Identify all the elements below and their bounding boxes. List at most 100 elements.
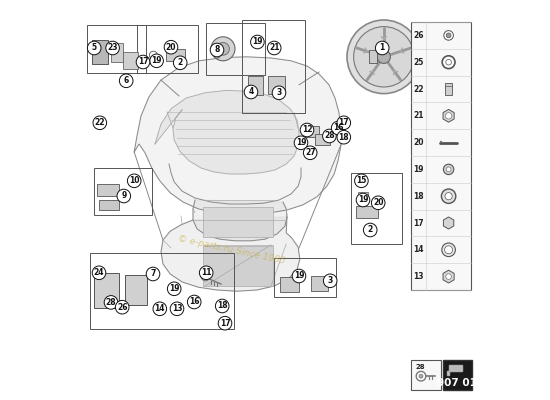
- Polygon shape: [134, 57, 341, 214]
- Bar: [446, 83, 452, 95]
- Circle shape: [446, 60, 452, 65]
- Polygon shape: [193, 200, 287, 241]
- Circle shape: [292, 269, 306, 283]
- Text: 22: 22: [95, 118, 105, 127]
- Text: 26: 26: [414, 31, 424, 40]
- Bar: [87, 25, 146, 73]
- Bar: [97, 184, 119, 196]
- Bar: [368, 50, 377, 63]
- Text: 12: 12: [302, 126, 312, 134]
- Text: 20: 20: [166, 43, 176, 52]
- Bar: [268, 76, 284, 94]
- Bar: [203, 246, 273, 286]
- Text: 9: 9: [121, 192, 126, 200]
- Circle shape: [377, 50, 390, 64]
- Text: 23: 23: [107, 44, 118, 52]
- Text: 28: 28: [324, 132, 335, 140]
- Circle shape: [93, 116, 107, 130]
- Circle shape: [217, 42, 229, 55]
- Text: 20: 20: [373, 198, 383, 207]
- Text: 15: 15: [356, 176, 367, 185]
- Text: 8: 8: [214, 46, 219, 54]
- Circle shape: [136, 55, 150, 69]
- Circle shape: [444, 246, 453, 254]
- Text: 14: 14: [155, 304, 165, 313]
- Circle shape: [106, 41, 119, 55]
- Circle shape: [214, 52, 220, 58]
- Text: 16: 16: [189, 298, 200, 306]
- Circle shape: [332, 121, 345, 135]
- Text: 24: 24: [94, 268, 104, 277]
- Circle shape: [170, 302, 184, 316]
- Circle shape: [347, 20, 421, 94]
- Bar: [356, 206, 378, 218]
- Bar: [443, 360, 472, 390]
- Text: 25: 25: [414, 58, 424, 67]
- Bar: [111, 43, 123, 62]
- Text: 7: 7: [150, 270, 156, 278]
- Bar: [274, 258, 336, 297]
- Text: 22: 22: [414, 84, 424, 94]
- Bar: [280, 277, 299, 292]
- Circle shape: [210, 43, 224, 57]
- Circle shape: [173, 56, 187, 70]
- Text: 17: 17: [138, 58, 148, 66]
- Circle shape: [104, 296, 118, 309]
- Bar: [411, 360, 441, 390]
- Text: 907 01: 907 01: [437, 378, 477, 388]
- Circle shape: [323, 129, 336, 143]
- Text: 19: 19: [252, 38, 263, 46]
- Bar: [94, 168, 152, 215]
- Text: 3: 3: [276, 88, 282, 97]
- Text: 28: 28: [415, 364, 425, 370]
- Bar: [90, 253, 234, 329]
- Text: 13: 13: [172, 304, 182, 313]
- Polygon shape: [161, 217, 300, 291]
- Circle shape: [211, 37, 235, 61]
- Text: 16: 16: [333, 124, 343, 132]
- Text: 17: 17: [338, 118, 349, 127]
- Text: 6: 6: [124, 76, 129, 85]
- Bar: [203, 207, 273, 237]
- Circle shape: [153, 302, 167, 316]
- Circle shape: [117, 189, 130, 203]
- Text: 3: 3: [328, 276, 333, 285]
- Text: 17: 17: [413, 218, 424, 228]
- Circle shape: [119, 74, 133, 88]
- Bar: [304, 126, 319, 137]
- Circle shape: [337, 130, 350, 144]
- Circle shape: [355, 174, 368, 188]
- Bar: [137, 25, 198, 73]
- Text: 19: 19: [358, 196, 368, 204]
- Bar: [99, 200, 119, 210]
- Text: 11: 11: [201, 268, 211, 277]
- Bar: [125, 275, 147, 305]
- Text: 20: 20: [414, 138, 424, 147]
- Text: 27: 27: [305, 148, 316, 157]
- Circle shape: [92, 266, 106, 280]
- Bar: [123, 52, 138, 69]
- Circle shape: [356, 193, 370, 207]
- Circle shape: [188, 295, 201, 309]
- Text: 26: 26: [117, 303, 128, 312]
- Bar: [358, 192, 368, 200]
- Circle shape: [323, 274, 337, 288]
- Text: 28: 28: [106, 298, 116, 307]
- Bar: [351, 173, 402, 244]
- Text: 21: 21: [414, 111, 424, 120]
- Circle shape: [294, 136, 308, 150]
- Circle shape: [244, 85, 258, 99]
- Bar: [311, 276, 328, 291]
- Text: 18: 18: [413, 192, 424, 201]
- Circle shape: [446, 33, 451, 38]
- Bar: [166, 49, 185, 61]
- Circle shape: [446, 113, 452, 119]
- Bar: [242, 20, 305, 113]
- Circle shape: [304, 146, 317, 160]
- Circle shape: [167, 282, 181, 296]
- Text: 5: 5: [92, 44, 97, 52]
- Circle shape: [201, 273, 210, 281]
- Text: 19: 19: [151, 56, 162, 65]
- Text: 21: 21: [269, 44, 279, 52]
- Circle shape: [87, 41, 101, 55]
